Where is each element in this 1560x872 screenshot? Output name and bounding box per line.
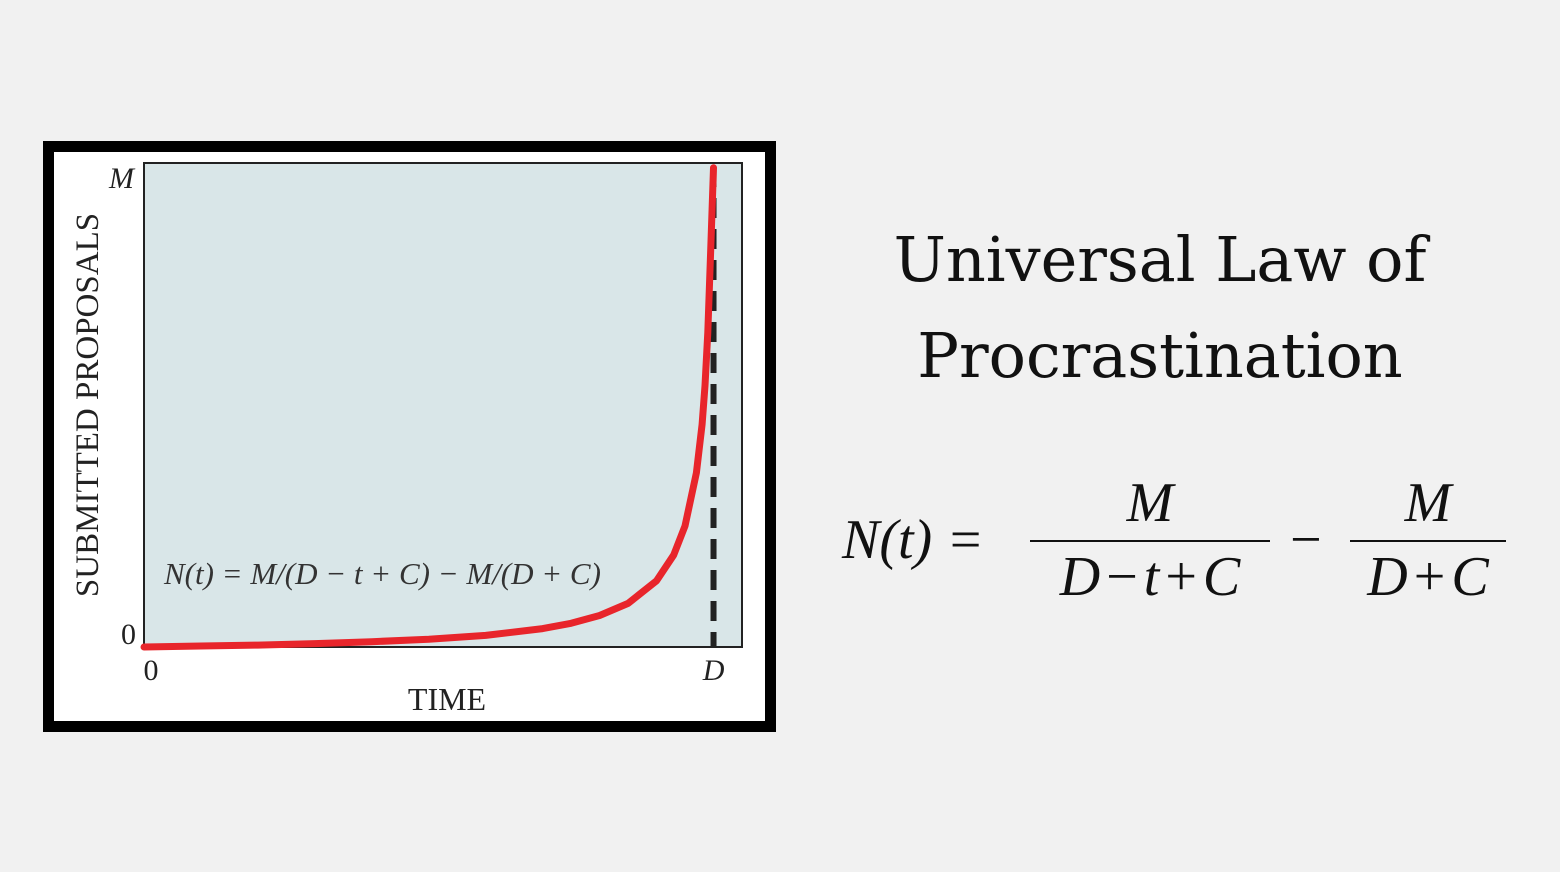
x-tick-zero: 0 [144, 654, 159, 687]
y-tick-zero: 0 [121, 618, 136, 651]
x-tick-deadline: D [702, 654, 725, 687]
fraction-1-bar [1030, 540, 1270, 542]
den1-plus: + [1165, 546, 1197, 608]
y-axis-label: SUBMITTED PROPOSALS [70, 213, 106, 597]
title-line-1: Universal Law of [893, 223, 1427, 296]
den2-c: C [1451, 546, 1489, 608]
procrastination-chart: SUBMITTED PROPOSALS TIME M 0 0 D N(t) = … [70, 162, 743, 717]
den1-t: t [1143, 546, 1160, 608]
formula-lhs: N(t) = [842, 509, 984, 571]
chart-frame: SUBMITTED PROPOSALS TIME M 0 0 D N(t) = … [43, 141, 776, 732]
formula: N(t) = M D − t + C − M D + C [838, 470, 1518, 620]
den1-minus: − [1106, 546, 1138, 608]
formula-annotation: N(t) = M/(D − t + C) − M/(D + C) [163, 556, 601, 591]
y-tick-max: M [108, 162, 136, 195]
x-axis-label: TIME [408, 681, 486, 717]
fraction-2-bar [1350, 540, 1506, 542]
title: Universal Law of Procrastination [850, 212, 1470, 404]
fraction-1: M D − t + C [1030, 470, 1270, 612]
formula-minus: − [1290, 509, 1322, 571]
fraction-2: M D + C [1350, 470, 1506, 612]
series-line-0 [140, 164, 717, 651]
series-layer [140, 164, 717, 651]
fraction-1-numerator: M [1126, 472, 1174, 534]
den2-d: D [1367, 546, 1408, 608]
title-line-2: Procrastination [917, 319, 1403, 392]
plot-area [143, 162, 743, 648]
den1-d: D [1059, 546, 1101, 608]
den2-plus: + [1413, 546, 1446, 608]
fraction-2-numerator: M [1404, 472, 1452, 534]
den1-c: C [1202, 546, 1241, 608]
fraction-1-denominator: D − t + C [1030, 542, 1270, 612]
fraction-2-denominator: D + C [1350, 542, 1506, 612]
